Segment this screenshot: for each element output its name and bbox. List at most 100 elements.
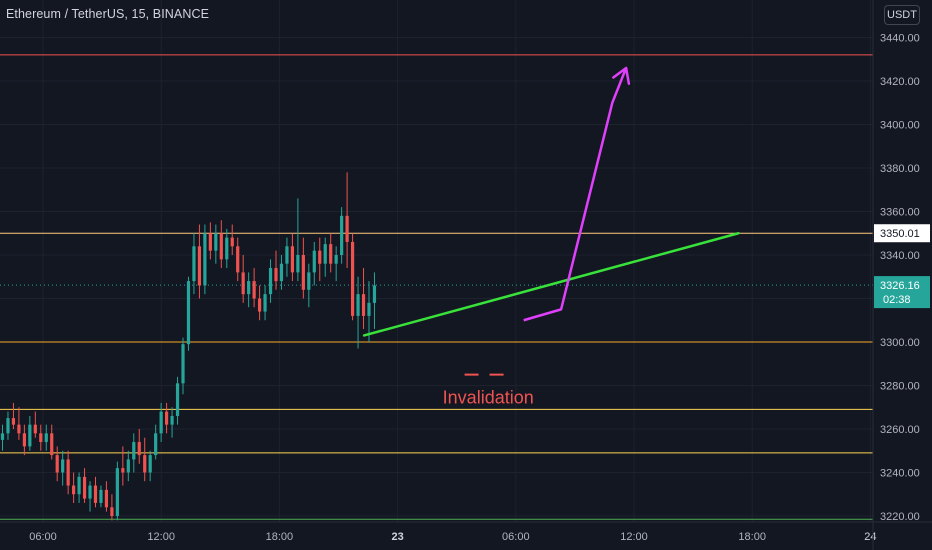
currency-badge[interactable]: USDT — [884, 5, 920, 25]
candle-body — [230, 237, 234, 247]
candle-body — [143, 455, 147, 473]
candle-body — [39, 433, 43, 443]
candle-body — [372, 285, 377, 303]
candle-body — [170, 415, 174, 425]
x-tick-label: 23 — [391, 531, 403, 543]
candle-body — [257, 298, 262, 312]
candle-body — [126, 459, 130, 473]
candle-body — [340, 215, 344, 255]
candle-body — [312, 250, 316, 273]
candle-body — [219, 233, 223, 260]
y-tick-label: 3440.00 — [880, 33, 920, 45]
candle-body — [0, 433, 5, 440]
y-tick-label: 3220.00 — [880, 511, 920, 523]
y-tick-label: 3420.00 — [880, 76, 920, 88]
candle-body — [104, 489, 109, 508]
level-price-tag-bg — [874, 224, 930, 243]
candle-body — [350, 241, 355, 316]
candle-body — [175, 383, 180, 416]
candle-body — [301, 255, 305, 290]
y-tick-label: 3300.00 — [880, 337, 920, 349]
candle-body — [33, 424, 37, 434]
candle-body — [6, 418, 10, 434]
candle-body — [132, 442, 136, 460]
candle-body — [66, 459, 70, 486]
candle-body — [307, 272, 311, 290]
level-price-tag: 3350.01 — [880, 228, 920, 240]
x-tick-label: 18:00 — [738, 531, 766, 543]
candle-body — [208, 233, 212, 251]
candle-body — [11, 418, 16, 425]
candle-body — [214, 233, 218, 251]
y-tick-label: 3360.00 — [880, 207, 920, 219]
current-price-tag-bg — [874, 276, 930, 309]
candle-body — [323, 244, 327, 264]
candle-body — [263, 294, 267, 312]
current-price-tag: 3326.16 — [880, 280, 920, 292]
x-tick-label: 12:00 — [147, 531, 175, 543]
x-tick-label: 06:00 — [29, 531, 57, 543]
candle-body — [186, 281, 191, 345]
candle-body — [154, 433, 158, 456]
candle-body — [192, 246, 196, 282]
candle-body — [203, 233, 207, 286]
candle-body — [247, 281, 251, 295]
candle-body — [22, 433, 26, 447]
candle-body — [121, 468, 125, 473]
candle-body — [197, 246, 202, 286]
candle-body — [225, 237, 229, 260]
x-tick-label: 12:00 — [620, 531, 648, 543]
candle-countdown: 02:38 — [883, 294, 911, 306]
y-tick-label: 3400.00 — [880, 120, 920, 132]
candle-body — [110, 507, 114, 516]
candle-body — [296, 255, 300, 273]
candle-body — [290, 246, 295, 273]
candle-body — [345, 215, 349, 242]
candle-body — [28, 424, 32, 447]
candle-body — [115, 468, 119, 516]
candle-body — [268, 268, 273, 295]
x-tick-label: 06:00 — [502, 531, 530, 543]
candle-body — [50, 433, 54, 456]
y-tick-label: 3260.00 — [880, 424, 920, 436]
candle-body — [55, 455, 59, 473]
candle-body — [334, 255, 338, 264]
candle-body — [159, 411, 163, 434]
chart-title: Ethereum / TetherUS, 15, BINANCE — [6, 7, 210, 21]
x-tick-label: 18:00 — [266, 531, 294, 543]
y-tick-label: 3280.00 — [880, 381, 920, 393]
candle-body — [318, 250, 322, 264]
candle-body — [285, 246, 289, 264]
candle-body — [17, 424, 21, 434]
candle-body — [93, 485, 98, 503]
candle-body — [82, 476, 87, 499]
projection-arrow-head — [612, 66, 631, 85]
candle-body — [72, 485, 76, 495]
candle-body — [361, 294, 366, 316]
candle-body — [88, 485, 92, 499]
y-tick-label: 3240.00 — [880, 468, 920, 480]
candle-body — [241, 272, 245, 295]
trendline[interactable] — [362, 232, 740, 337]
candle-body — [99, 489, 103, 503]
x-tick-label: 24 — [864, 531, 876, 543]
y-tick-label: 3380.00 — [880, 163, 920, 175]
candle-body — [61, 459, 65, 473]
invalidation-label: Invalidation — [443, 387, 534, 407]
candle-body — [44, 433, 48, 443]
candle-body — [165, 411, 169, 425]
projection-path[interactable] — [523, 67, 628, 322]
candle-body — [77, 476, 81, 495]
y-tick-label: 3340.00 — [880, 250, 920, 262]
candle-body — [236, 246, 240, 273]
candle-body — [356, 294, 360, 316]
candle-body — [252, 281, 256, 299]
candle-body — [137, 442, 141, 456]
candle-body — [329, 244, 333, 264]
candle-body — [367, 302, 371, 316]
candle-body — [148, 455, 152, 473]
candle-body — [181, 344, 185, 384]
candle-body — [279, 263, 284, 282]
